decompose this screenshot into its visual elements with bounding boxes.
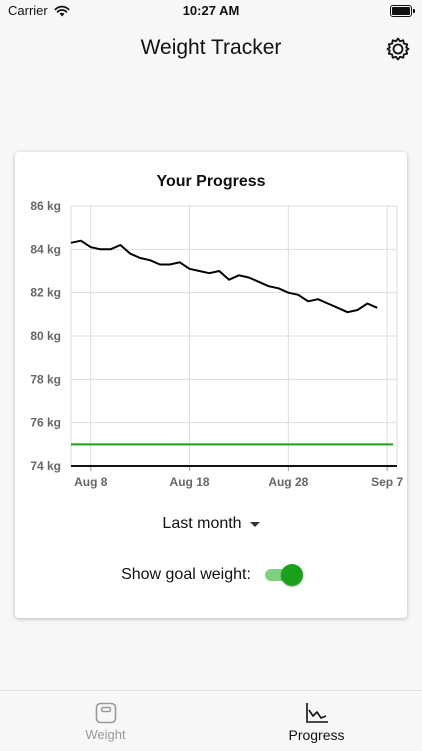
- tab-weight[interactable]: Weight: [0, 691, 211, 751]
- card-title: Your Progress: [156, 173, 266, 190]
- tab-weight-label: Weight: [85, 727, 126, 742]
- chart-icon: [305, 703, 328, 723]
- y-tick-label: 74 kg: [30, 459, 61, 473]
- y-tick-label: 80 kg: [30, 329, 61, 343]
- weight-series-line: [70, 239, 378, 314]
- y-tick-label: 82 kg: [30, 286, 61, 300]
- wifi-icon: [54, 5, 70, 16]
- status-time: 10:27 AM: [182, 3, 240, 18]
- battery-icon: [390, 5, 415, 17]
- y-tick-label: 84 kg: [30, 242, 61, 256]
- y-tick-label: 86 kg: [30, 199, 61, 213]
- tab-progress[interactable]: Progress: [211, 691, 422, 751]
- goal-weight-row: Show goal weight:: [15, 564, 407, 586]
- range-dropdown[interactable]: Last month: [15, 515, 407, 533]
- caret-down-icon: [249, 521, 260, 527]
- status-bar: Carrier 10:27 AM: [0, 0, 422, 22]
- range-label: Last month: [162, 515, 242, 532]
- toggle-thumb: [280, 564, 303, 586]
- gear-icon[interactable]: [385, 36, 411, 62]
- header: Weight Tracker: [0, 30, 422, 70]
- x-tick-label: Aug 8: [74, 475, 108, 489]
- x-tick-label: Sep 7: [371, 475, 403, 489]
- carrier-label: Carrier: [8, 3, 48, 18]
- tab-bar: Weight Progress: [0, 690, 422, 751]
- x-tick-label: Aug 28: [268, 475, 308, 489]
- scale-icon: [95, 702, 116, 724]
- x-tick-label: Aug 18: [170, 475, 210, 489]
- progress-card: Your Progress 86 kg 84 kg 82 kg 80 kg 78 kg 7…: [15, 152, 407, 618]
- page-title: Weight Tracker: [140, 36, 282, 59]
- y-tick-label: 78 kg: [30, 372, 61, 386]
- status-left: Carrier: [8, 3, 70, 18]
- goal-weight-label: Show goal weight:: [121, 566, 251, 583]
- y-tick-label: 76 kg: [30, 416, 61, 430]
- tab-progress-label: Progress: [288, 727, 345, 743]
- goal-weight-toggle[interactable]: [264, 564, 303, 586]
- weight-chart: 86 kg 84 kg 82 kg 80 kg 78 kg 76 kg 74 kg Aug 8…: [30, 199, 403, 489]
